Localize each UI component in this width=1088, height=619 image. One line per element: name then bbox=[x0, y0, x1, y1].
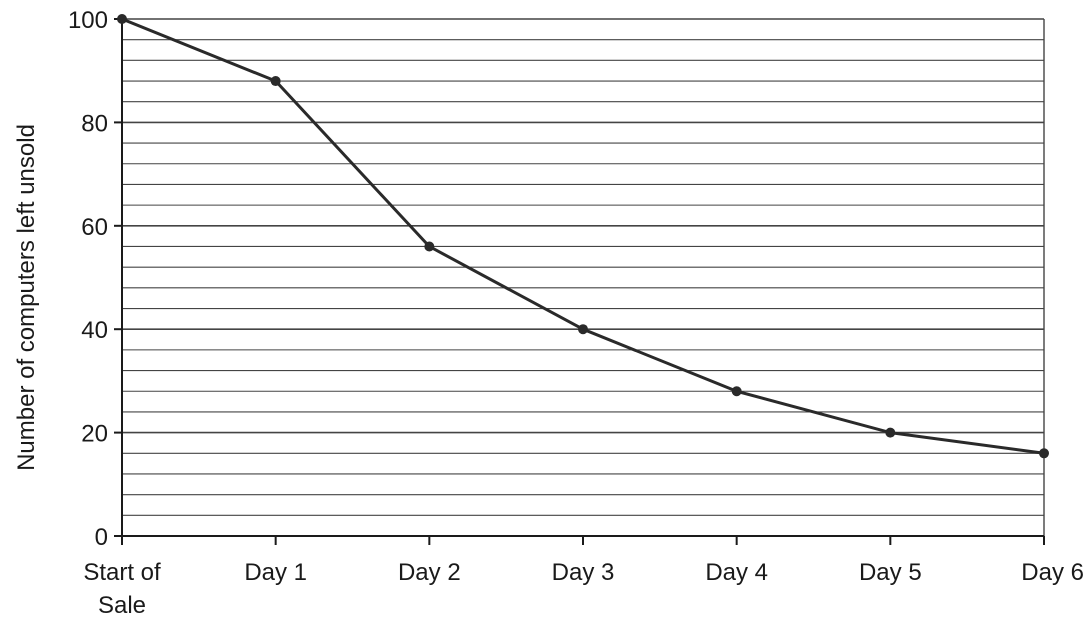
x-tick-label: Day 2 bbox=[398, 559, 461, 586]
y-tick-label: 80 bbox=[81, 110, 108, 137]
x-tick-label: Day 5 bbox=[859, 559, 922, 586]
axes bbox=[122, 19, 1044, 536]
x-tick-label: Start of Sale bbox=[83, 559, 161, 619]
x-tick-label: Day 6 bbox=[1021, 559, 1084, 586]
data-point bbox=[117, 14, 127, 24]
x-tick-label: Day 3 bbox=[552, 559, 615, 586]
grid-lines bbox=[122, 19, 1044, 536]
y-tick-label: 60 bbox=[81, 214, 108, 241]
y-tick-label: 40 bbox=[81, 317, 108, 344]
y-tick-labels: 0 20 40 60 80 100 bbox=[68, 7, 122, 551]
y-axis-title: Number of computers left unsold bbox=[13, 124, 40, 471]
x-tick-label: Day 4 bbox=[705, 559, 768, 586]
data-point bbox=[885, 428, 895, 438]
y-tick-label: 0 bbox=[95, 524, 108, 551]
x-tick-labels: Start of Sale Day 1 Day 2 Day 3 Day 4 Day 5 Day… bbox=[83, 536, 1084, 619]
data-point bbox=[271, 76, 281, 86]
y-tick-label: 100 bbox=[68, 7, 108, 34]
y-tick-label: 20 bbox=[81, 421, 108, 448]
x-tick-label: Day 1 bbox=[244, 559, 307, 586]
data-point bbox=[578, 324, 588, 334]
series-line bbox=[122, 19, 1044, 453]
data-point bbox=[1039, 448, 1049, 458]
data-point bbox=[732, 386, 742, 396]
data-point bbox=[424, 241, 434, 251]
